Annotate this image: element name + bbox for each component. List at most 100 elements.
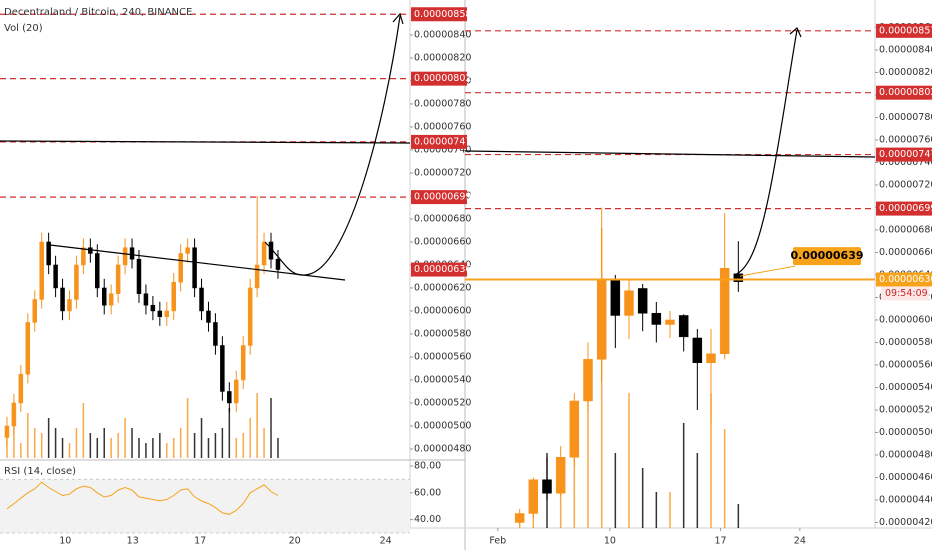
volume-bar <box>669 492 671 528</box>
candle-body <box>569 400 580 458</box>
projection-curve <box>733 29 798 276</box>
candle-body <box>143 293 149 306</box>
y-tick-label: 0.00000560 <box>414 351 471 362</box>
callout-box <box>793 247 861 266</box>
volume-bar <box>131 428 133 458</box>
x-tick-label: 10 <box>59 536 71 547</box>
volume-bar <box>124 418 126 458</box>
volume-bar <box>710 393 712 528</box>
y-tick-label: 0.00000620 <box>414 282 471 293</box>
plot: 0.00000480 0.00000500 0.00000520 0.00000540… <box>0 7 932 547</box>
candle-body <box>706 353 716 363</box>
candle-body <box>67 299 72 312</box>
candle-body <box>220 345 225 392</box>
y-tick-label: 0.00000680 <box>879 224 932 235</box>
volume-bar <box>103 428 105 458</box>
candle-body <box>555 456 566 494</box>
candle-body <box>206 310 211 323</box>
y-tick-label: 0.00000540 <box>414 374 471 385</box>
volume-bar <box>138 438 140 458</box>
y-tick-label: 0.00000820 <box>879 67 932 78</box>
y-tick-label: 0.00000480 <box>414 443 471 454</box>
price-label-box <box>876 85 932 100</box>
y-tick-label: 0.00000760 <box>879 134 932 145</box>
candle-body <box>18 373 24 404</box>
volume-bar <box>193 433 196 458</box>
candle-body <box>164 310 170 317</box>
y-tick-label: 0.00000460 <box>879 472 932 483</box>
volume-bar <box>145 443 147 458</box>
candle-body <box>247 287 253 346</box>
volume-bar <box>152 438 154 458</box>
volume-bar <box>587 393 589 528</box>
trend-line <box>464 150 876 158</box>
volume-bar <box>13 423 15 458</box>
volume-bar <box>641 468 644 528</box>
candle-body <box>624 290 634 316</box>
y-tick-label: 0.00000420 <box>879 517 932 528</box>
candle-body <box>88 247 93 254</box>
price-label: 0.00000699 <box>879 203 932 214</box>
volume-bar <box>82 403 85 458</box>
volume-bar <box>117 433 119 458</box>
volume-bar <box>20 443 22 458</box>
volume-bar <box>696 453 699 528</box>
candle-body <box>651 312 662 325</box>
volume-bar <box>277 438 279 458</box>
volume-bar <box>263 428 265 458</box>
volume-bar <box>200 418 203 458</box>
candle-body <box>108 293 114 306</box>
y-tick-label: 0.00000660 <box>879 247 932 258</box>
volume-label: Vol (20) <box>4 23 43 34</box>
volume-bar <box>737 504 740 528</box>
price-label-box <box>876 272 932 287</box>
volume-bar <box>110 438 112 458</box>
price-label-box <box>411 262 467 277</box>
candle-body <box>610 279 621 316</box>
volume-bar <box>172 438 175 458</box>
callout-label: 0.00000639 <box>790 249 863 262</box>
volume-bar <box>40 433 43 458</box>
y-tick-label: 0.00000840 <box>414 29 471 40</box>
y-tick-label: 0.00000780 <box>879 112 932 123</box>
candle-body <box>32 299 37 323</box>
y-tick-label: 0.00000720 <box>414 167 471 178</box>
candle-body <box>25 322 31 375</box>
volume-bar <box>221 428 224 458</box>
candle-body <box>240 345 246 381</box>
candle-body <box>81 247 86 266</box>
volume-bar <box>573 438 576 528</box>
price-label-box <box>876 147 932 162</box>
candle-body <box>514 513 525 523</box>
x-tick-label: 10 <box>604 536 616 547</box>
candle-body <box>101 287 107 306</box>
candle-body <box>136 258 142 294</box>
price-label-box <box>411 190 467 205</box>
volume-bar <box>75 428 78 458</box>
volume-bar <box>47 418 50 458</box>
candle-body <box>528 479 539 514</box>
candle-body <box>11 402 17 427</box>
candle-body <box>583 359 593 402</box>
countdown: 09:54:09 <box>885 288 928 299</box>
volume-bar <box>682 423 685 528</box>
volume-bar <box>61 438 64 458</box>
arrow-head <box>392 12 404 25</box>
y-tick-label: 0.00000440 <box>879 494 932 505</box>
candle-body <box>199 287 204 312</box>
x-tick-label: 24 <box>380 536 392 547</box>
candle-body <box>95 253 100 289</box>
price-label: 0.00000699 <box>414 192 471 203</box>
volume-bar <box>207 438 210 458</box>
candle-body <box>596 279 607 360</box>
x-tick-label: 17 <box>194 536 206 547</box>
price-label: 0.00000802 <box>879 87 932 98</box>
rsi-tick-label: 80.00 <box>414 461 441 472</box>
rsi-line <box>6 481 279 515</box>
y-tick-label: 0.00000740 <box>414 144 471 155</box>
volume-bar <box>723 429 726 528</box>
candle-body <box>692 337 703 363</box>
countdown-box <box>881 286 929 301</box>
volume-bar <box>159 433 161 458</box>
volume-bar <box>179 428 182 458</box>
